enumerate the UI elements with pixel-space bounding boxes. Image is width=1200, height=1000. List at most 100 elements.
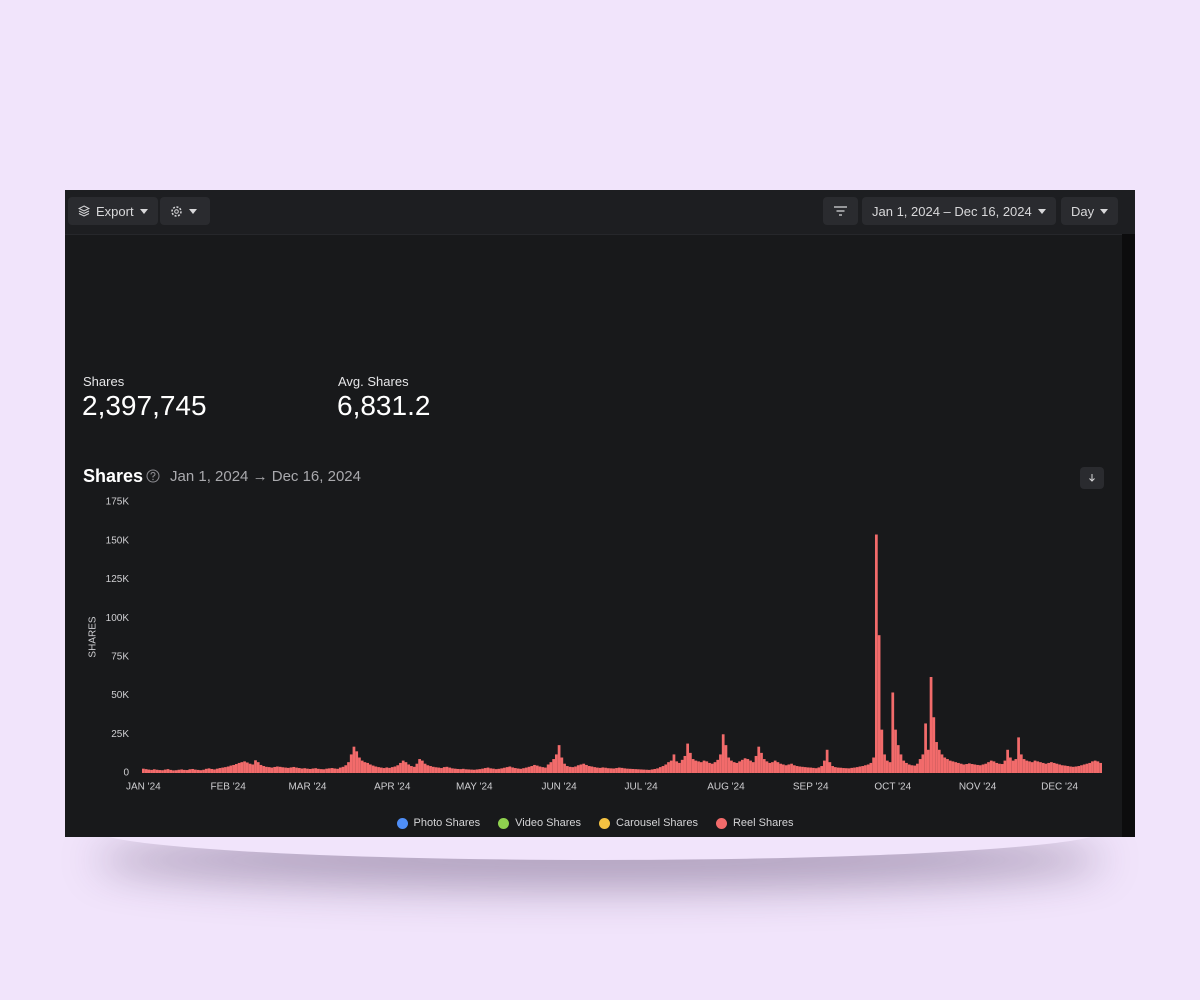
bar (617, 767, 621, 773)
bar (442, 767, 446, 773)
bar (995, 762, 999, 773)
bar (612, 768, 616, 773)
bar (308, 768, 312, 773)
bar (803, 767, 807, 773)
bar (1028, 761, 1031, 773)
legend-item[interactable]: Photo Shares (396, 817, 480, 829)
bar (185, 770, 189, 773)
bar (240, 762, 244, 773)
bar (894, 729, 897, 773)
bar (265, 766, 268, 773)
bar (481, 768, 484, 773)
legend-item[interactable]: Video Shares (498, 817, 581, 829)
bar (973, 764, 977, 773)
bar (163, 769, 167, 773)
legend-item[interactable]: Reel Shares (715, 817, 794, 829)
bar (210, 768, 214, 773)
bar (166, 769, 170, 773)
bar (229, 765, 233, 773)
bar (549, 762, 553, 773)
scrollbar (1122, 234, 1135, 837)
bar (634, 769, 638, 773)
bar (243, 761, 246, 773)
bar (869, 762, 873, 773)
bar (839, 767, 843, 773)
x-tick-label: OCT '24 (874, 782, 911, 793)
bar (333, 768, 337, 773)
bar (861, 766, 865, 773)
bar (932, 717, 936, 773)
granularity-button[interactable]: Day (1061, 197, 1119, 225)
export-label: Export (96, 203, 134, 219)
bar (1036, 761, 1040, 773)
bar (256, 762, 260, 773)
bar (992, 761, 996, 773)
caret (189, 208, 197, 214)
bar (743, 758, 747, 773)
bar (563, 763, 566, 773)
bar (601, 767, 605, 773)
toolbar: Export Jan 1, 2024 – Dec 16, 2024 Day (65, 190, 1135, 235)
bar (410, 766, 413, 773)
bar (267, 767, 271, 773)
stat-label: Shares (83, 374, 125, 389)
bar (489, 768, 493, 773)
bar (888, 762, 892, 773)
filter-button[interactable] (823, 197, 858, 225)
export-button[interactable]: Export (68, 197, 158, 225)
bar (317, 768, 320, 773)
bar (404, 762, 408, 773)
x-tick-label: DEC '24 (1041, 782, 1078, 793)
bar (456, 768, 460, 773)
bar (913, 765, 917, 773)
bar (234, 764, 238, 773)
bar (1039, 762, 1042, 773)
bar (814, 768, 818, 773)
bar (1047, 762, 1051, 773)
bar (924, 723, 927, 773)
bar (757, 746, 761, 773)
legend-label: Reel Shares (732, 817, 794, 829)
bar (672, 754, 676, 773)
bar (341, 766, 345, 773)
bar (732, 762, 736, 773)
x-tick-label: JAN '24 (126, 782, 161, 793)
bar (215, 768, 219, 773)
bar (297, 768, 301, 773)
stat-value: 6,831.2 (337, 390, 431, 421)
bar (366, 762, 370, 773)
bar (565, 766, 569, 773)
bar (1069, 766, 1072, 773)
bar (795, 766, 799, 773)
bar (836, 767, 840, 773)
bar (174, 770, 178, 773)
bar (379, 767, 383, 773)
bar (847, 768, 851, 773)
bar (782, 764, 785, 773)
bar (683, 755, 687, 773)
bar (667, 762, 670, 773)
x-tick-label: FEB '24 (211, 782, 247, 793)
bar (735, 762, 739, 773)
bar (1099, 762, 1102, 773)
help-icon[interactable] (146, 469, 160, 483)
bar (943, 757, 947, 773)
bar (647, 769, 651, 773)
bar (713, 762, 717, 773)
stat-value: 2,397,745 (82, 390, 207, 421)
date-range-button[interactable]: Jan 1, 2024 – Dec 16, 2024 (862, 197, 1056, 225)
download-button[interactable] (1080, 467, 1104, 489)
bar (1019, 754, 1023, 773)
chart-subtitle: Jan 1, 2024 → Dec 16, 2024 (170, 468, 361, 485)
bar (765, 761, 769, 773)
legend-item[interactable]: Carousel Shares (599, 817, 698, 829)
bar (730, 760, 733, 773)
bar (1022, 759, 1026, 773)
bar (483, 768, 487, 773)
settings-button[interactable] (160, 197, 210, 225)
bar (582, 763, 586, 773)
bar (371, 765, 375, 773)
bar (749, 760, 752, 773)
legend-swatch (715, 817, 727, 829)
bar (850, 767, 854, 773)
